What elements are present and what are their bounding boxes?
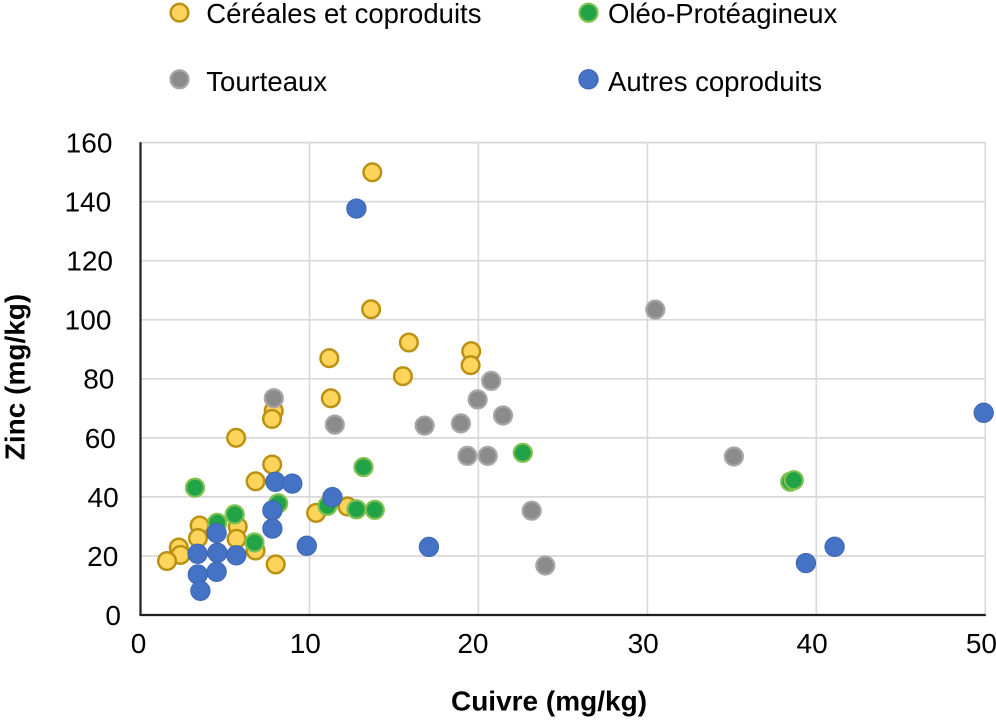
svg-text:0: 0 [131, 628, 147, 659]
svg-text:160: 160 [66, 128, 113, 159]
svg-text:Tourteaux: Tourteaux [206, 66, 327, 97]
svg-text:Oléo-Protéagineux: Oléo-Protéagineux [608, 0, 838, 29]
svg-text:50: 50 [966, 628, 996, 659]
svg-text:0: 0 [105, 600, 121, 631]
svg-text:80: 80 [83, 364, 114, 395]
svg-text:Céréales et coproduits: Céréales et coproduits [206, 0, 481, 29]
svg-text:Autres coproduits: Autres coproduits [608, 66, 822, 97]
svg-text:20: 20 [457, 628, 488, 659]
svg-text:140: 140 [64, 187, 111, 218]
svg-text:Cuivre (mg/kg): Cuivre (mg/kg) [451, 686, 647, 717]
svg-text:40: 40 [797, 628, 828, 659]
svg-text:120: 120 [66, 246, 113, 277]
svg-text:Zinc (mg/kg): Zinc (mg/kg) [0, 294, 30, 460]
svg-text:20: 20 [87, 541, 118, 572]
svg-text:30: 30 [628, 628, 659, 659]
svg-text:60: 60 [85, 423, 116, 454]
svg-text:40: 40 [88, 482, 119, 513]
svg-text:100: 100 [65, 305, 112, 336]
svg-text:10: 10 [290, 628, 321, 659]
